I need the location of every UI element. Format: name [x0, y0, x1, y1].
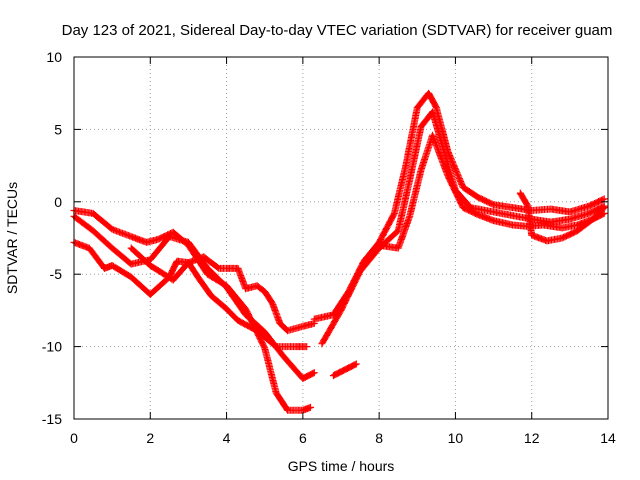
- chart-title: Day 123 of 2021, Sidereal Day-to-day VTE…: [62, 22, 613, 39]
- x-tick-label: 10: [448, 430, 464, 446]
- x-tick-label: 2: [146, 430, 154, 446]
- x-tick-label: 14: [600, 430, 616, 446]
- y-tick-label: -5: [50, 266, 63, 282]
- x-tick-label: 4: [223, 430, 231, 446]
- y-tick-label: -10: [42, 339, 62, 355]
- series-3: [70, 238, 311, 351]
- x-tick-label: 8: [375, 430, 383, 446]
- series-markers: [70, 212, 318, 382]
- series-9: [329, 360, 360, 380]
- x-tick-label: 12: [524, 430, 540, 446]
- axis-ticks: 0 2 4 6 8 10 12 14 -15 -10 -5 0 5 10: [42, 49, 616, 446]
- series-markers: [127, 244, 318, 335]
- y-tick-label: 0: [54, 194, 62, 210]
- x-axis-title: GPS time / hours: [288, 458, 395, 474]
- grid: [74, 57, 608, 419]
- x-tick-label: 6: [299, 430, 307, 446]
- series-4: [127, 244, 318, 335]
- series-markers: [516, 189, 608, 245]
- y-axis-title: SDTVAR / TECUs: [4, 182, 20, 294]
- series-2: [70, 212, 318, 382]
- series-8: [516, 189, 608, 245]
- y-tick-label: 10: [46, 49, 62, 65]
- data-points: [70, 89, 608, 414]
- y-tick-label: -15: [42, 411, 62, 427]
- plot-frame: [73, 56, 609, 420]
- series-markers: [329, 360, 360, 380]
- x-tick-label: 0: [70, 430, 78, 446]
- y-tick-label: 5: [54, 121, 62, 137]
- series-markers: [70, 238, 311, 351]
